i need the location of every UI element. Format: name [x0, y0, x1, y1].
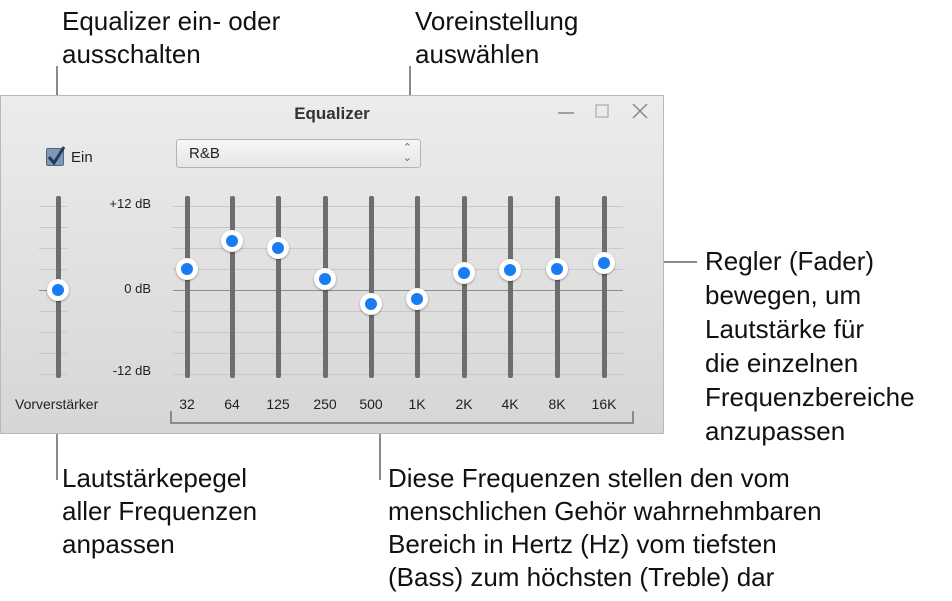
maximize-button[interactable]	[591, 100, 613, 122]
annotation-frequencies: Diese Frequenzen stellen den vom menschl…	[388, 462, 822, 594]
preset-select[interactable]: R&B ⌃ ⌄	[176, 139, 421, 168]
annotation-line: bewegen, um	[705, 280, 862, 310]
annotation-line: Frequenzbereiche	[705, 382, 915, 412]
gridline	[39, 248, 67, 249]
gridline	[39, 227, 67, 228]
preset-select-value: R&B	[189, 145, 220, 162]
band-label: 500	[359, 396, 383, 412]
bracket-right	[632, 411, 634, 423]
enable-checkbox-label[interactable]: Ein	[71, 149, 93, 166]
gridline	[173, 269, 623, 270]
band-fader-125-knob[interactable]	[267, 237, 289, 259]
annotation-toggle: Equalizer ein- oder ausschalten	[62, 5, 280, 71]
annotation-line: anzupassen	[705, 416, 846, 446]
window-title: Equalizer	[294, 104, 370, 123]
gridline	[173, 290, 623, 291]
maximize-icon	[595, 104, 609, 118]
gridline	[173, 206, 623, 207]
band-fader-500-track[interactable]	[369, 196, 374, 378]
band-label: 64	[224, 396, 240, 412]
gridline	[173, 248, 623, 249]
band-fader-500-knob[interactable]	[360, 293, 382, 315]
scale-top-label: +12 dB	[109, 196, 151, 211]
callout-line	[56, 418, 58, 480]
band-fader-1K-knob[interactable]	[406, 288, 428, 311]
band-fader-8K-knob[interactable]	[546, 258, 568, 280]
equalizer-window: Equalizer Ein R&B ⌃ ⌄ +12 dB 0 dB -12 dB …	[0, 95, 664, 434]
gridline	[173, 227, 623, 228]
gridline	[39, 269, 67, 270]
callout-line	[379, 423, 381, 480]
band-label: 250	[313, 396, 337, 412]
annotation-line: anpassen	[62, 529, 175, 559]
annotation-line: Regler (Fader)	[705, 246, 875, 276]
annotation-line: menschlichen Gehör wahrnehmbaren	[388, 496, 822, 526]
bracket-left	[170, 411, 172, 423]
annotation-line: Voreinstellung	[415, 6, 579, 36]
gridline	[39, 206, 67, 207]
band-fader-2K-track[interactable]	[462, 196, 467, 378]
close-icon	[632, 103, 648, 119]
annotation-preset: Voreinstellung auswählen	[415, 5, 578, 71]
updown-chevron-icon: ⌃ ⌄	[402, 142, 412, 164]
annotation-line: auswählen	[415, 39, 540, 69]
band-label: 8K	[548, 396, 566, 412]
minimize-icon	[558, 112, 574, 114]
annotation-line: Bereich in Hertz (Hz) vom tiefsten	[388, 529, 777, 559]
band-fader-64-track[interactable]	[230, 196, 235, 378]
band-fader-16K-track[interactable]	[602, 196, 607, 378]
band-fader-2K-knob[interactable]	[453, 262, 475, 285]
band-fader-32-knob[interactable]	[176, 258, 198, 280]
band-fader-4K-track[interactable]	[508, 196, 513, 378]
gridline	[39, 353, 67, 354]
annotation-line: Lautstärke für	[705, 314, 864, 344]
annotation-preamp: Lautstärkepegel aller Frequenzen anpasse…	[62, 462, 257, 561]
band-label: 32	[179, 396, 195, 412]
annotation-line: aller Frequenzen	[62, 496, 258, 526]
gridline	[173, 353, 623, 354]
band-fader-64-knob[interactable]	[221, 230, 243, 252]
gridline	[39, 332, 67, 333]
scale-bottom-label: -12 dB	[112, 363, 151, 378]
band-fader-1K-track[interactable]	[415, 196, 420, 378]
band-fader-32-track[interactable]	[185, 196, 190, 378]
annotation-line: ausschalten	[62, 39, 201, 69]
annotation-line: die einzelnen	[705, 348, 859, 378]
band-fader-4K-knob[interactable]	[499, 258, 521, 281]
band-fader-250-knob[interactable]	[314, 267, 336, 290]
band-label: 1K	[408, 396, 426, 412]
band-label: 4K	[501, 396, 519, 412]
band-label: 2K	[455, 396, 473, 412]
enable-checkbox[interactable]	[46, 146, 66, 166]
annotation-line: (Bass) zum höchsten (Treble) dar	[388, 562, 775, 592]
scale-mid-label: 0 dB	[124, 281, 151, 296]
band-fader-16K-knob[interactable]	[593, 251, 615, 274]
gridline	[39, 374, 67, 375]
gridline	[173, 332, 623, 333]
preamp-fader-knob[interactable]	[47, 279, 69, 301]
preamp-label: Vorverstärker	[15, 396, 99, 412]
close-button[interactable]	[629, 100, 651, 122]
gridline	[173, 311, 623, 312]
gridline	[173, 374, 623, 375]
band-fader-125-track[interactable]	[276, 196, 281, 378]
bracket-line	[170, 422, 634, 424]
band-fader-8K-track[interactable]	[555, 196, 560, 378]
band-label: 125	[266, 396, 290, 412]
minimize-button[interactable]	[555, 100, 577, 122]
annotation-line: Diese Frequenzen stellen den vom	[388, 463, 790, 493]
annotation-faders: Regler (Fader) bewegen, um Lautstärke fü…	[705, 244, 915, 448]
gridline	[39, 311, 67, 312]
band-label: 16K	[591, 396, 617, 412]
annotation-line: Lautstärkepegel	[62, 463, 248, 493]
checkmark-icon	[47, 146, 66, 166]
annotation-line: Equalizer ein- oder	[62, 6, 281, 36]
